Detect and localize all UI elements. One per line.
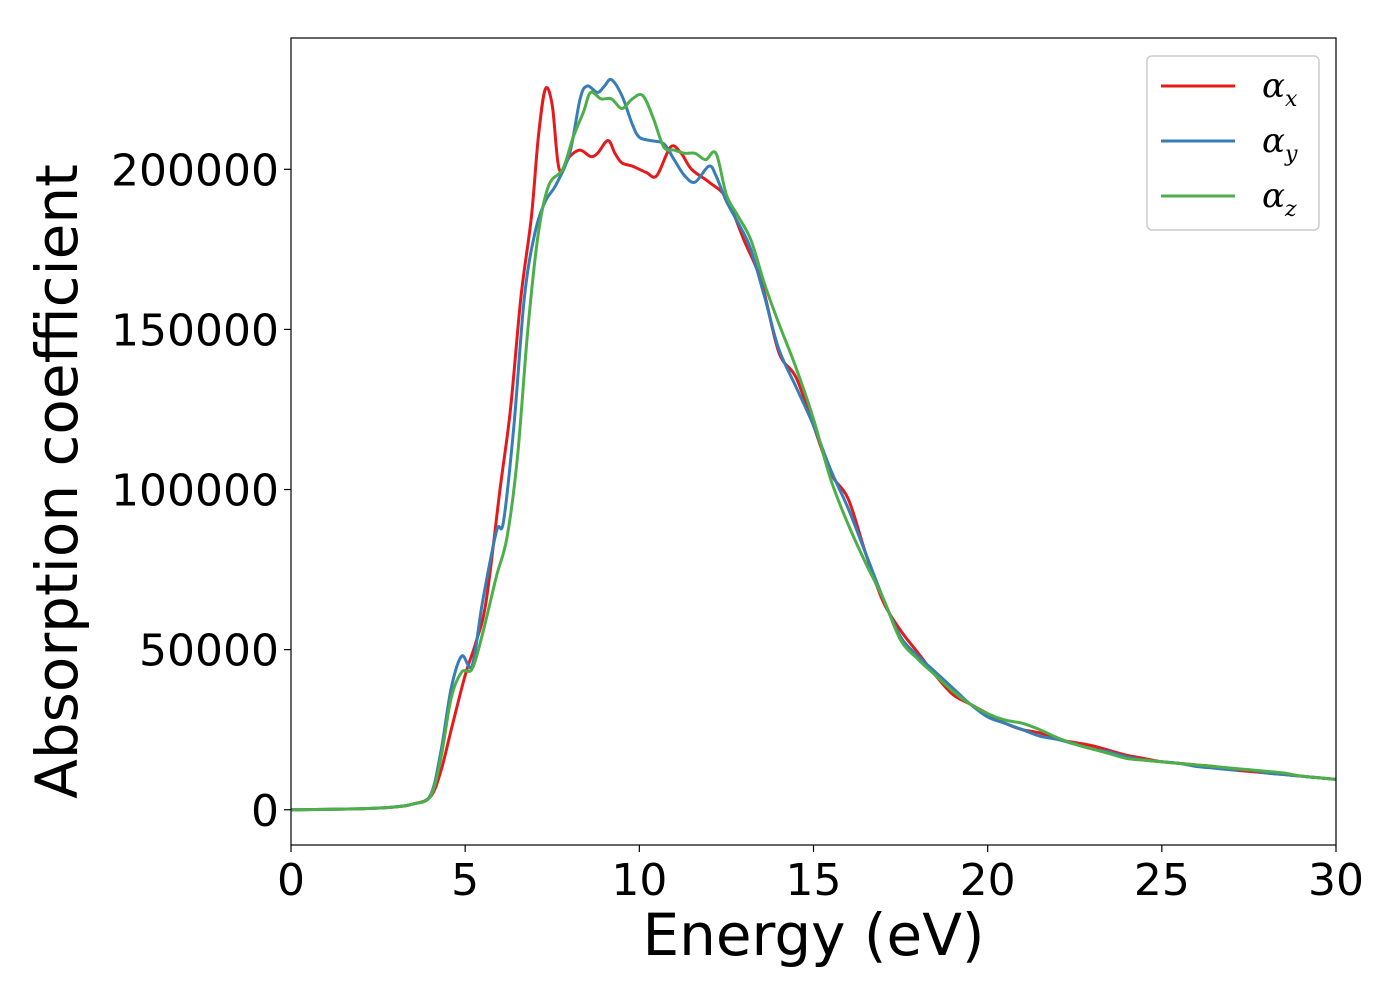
legend-box <box>1146 55 1320 231</box>
y-tick-label: 0 <box>251 786 279 837</box>
y-axis-title: Absorption coefficient <box>23 164 91 799</box>
y-tick-label: 50000 <box>139 626 279 677</box>
x-tick-label: 20 <box>960 855 1016 906</box>
plot-lines <box>290 77 1337 812</box>
x-tick-label: 0 <box>277 855 305 906</box>
series-line-x <box>290 86 1337 812</box>
x-tick-label: 10 <box>611 855 667 906</box>
y-tick-label: 150000 <box>111 305 279 356</box>
x-tick-label: 30 <box>1308 855 1364 906</box>
x-tick-label: 15 <box>786 855 842 906</box>
series-line-z <box>290 90 1337 812</box>
y-axis-ticks: 0 50000 100000 150000 200000 <box>111 145 291 837</box>
legend-label-z: αz <box>1262 176 1297 222</box>
y-tick-label: 100000 <box>111 466 279 517</box>
x-axis-title: Energy (eV) <box>642 901 984 969</box>
legend: αx αy αz <box>1146 55 1320 231</box>
x-axis-ticks: 0 5 10 15 20 25 30 <box>277 845 1364 906</box>
x-tick-label: 5 <box>451 855 479 906</box>
legend-label-y: αy <box>1262 121 1298 167</box>
x-tick-label: 25 <box>1134 855 1190 906</box>
y-tick-label: 200000 <box>111 145 279 196</box>
legend-label-x: αx <box>1262 66 1298 112</box>
